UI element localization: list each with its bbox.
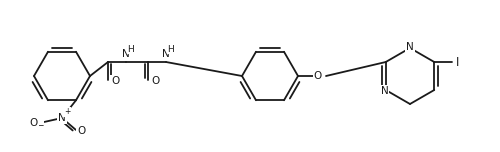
Text: O: O [151, 76, 159, 86]
Text: +: + [64, 107, 70, 116]
Text: N: N [58, 113, 66, 123]
Text: H: H [128, 45, 134, 54]
Text: O: O [314, 71, 322, 81]
Text: O: O [30, 118, 38, 128]
Text: N: N [381, 86, 388, 96]
Text: O: O [77, 126, 85, 136]
Text: N: N [406, 42, 414, 52]
Text: −: − [36, 121, 44, 130]
Text: O: O [111, 76, 119, 86]
Text: N: N [162, 49, 170, 59]
Text: N: N [122, 49, 130, 59]
Text: H: H [168, 45, 174, 54]
Text: I: I [456, 55, 459, 69]
